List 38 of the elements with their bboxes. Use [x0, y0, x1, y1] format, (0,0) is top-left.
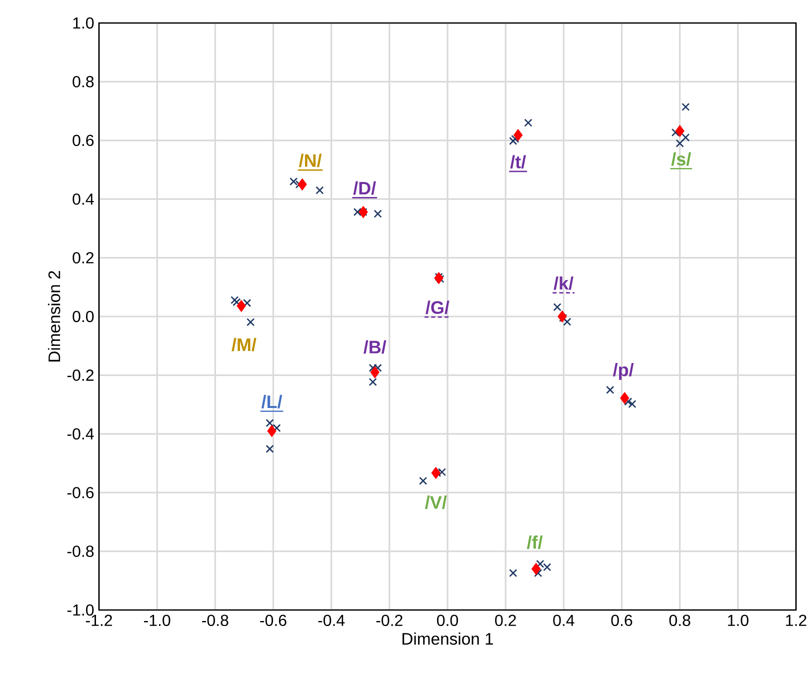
y-tick-label: 0.0	[72, 310, 94, 322]
annotation: /V/	[425, 496, 447, 509]
annotation: /G/	[426, 300, 450, 314]
x-tick-label: -0.6	[260, 614, 286, 626]
x-tick-label: -1.2	[86, 614, 112, 626]
y-tick-label: 1.0	[73, 17, 94, 29]
annotation: /k/	[554, 276, 574, 290]
y-axis-title: Dimension 2	[48, 271, 60, 362]
x-tick-label: -0.2	[376, 614, 402, 626]
annotation: /D/	[353, 181, 376, 195]
annotation: /t/	[510, 155, 526, 168]
y-tick-label: 0.8	[72, 76, 94, 88]
annotation: /B/	[364, 340, 386, 354]
annotation: /s/	[671, 152, 692, 166]
y-tick-label: -0.8	[67, 546, 94, 557]
x-tick-label: 1.2	[786, 614, 806, 626]
y-tick-label: -0.2	[67, 370, 94, 381]
x-tick-label: 0.8	[669, 614, 690, 626]
annotation: /f/	[526, 536, 543, 549]
x-tick-label: -0.4	[318, 614, 345, 626]
x-tick-label: -0.8	[202, 614, 228, 626]
annotation: /N/	[298, 154, 322, 168]
x-tick-label: 0.2	[495, 614, 516, 626]
y-tick-label: -0.4	[67, 428, 94, 440]
x-tick-label: 1.0	[728, 614, 748, 626]
y-tick-label: 0.6	[72, 134, 94, 146]
x-tick-label: -1.0	[144, 614, 170, 626]
x-tick-label: 0.4	[553, 614, 574, 626]
annotation: /L/	[261, 394, 282, 408]
annotation: /M/	[232, 338, 256, 352]
y-tick-label: 0.2	[72, 252, 94, 264]
annotation: /p/	[612, 363, 634, 380]
y-tick-label: -1.0	[67, 604, 94, 616]
x-tick-label: 0.0	[437, 614, 458, 626]
y-tick-label: 0.4	[72, 193, 94, 205]
x-tick-label: 0.6	[611, 614, 632, 626]
x-axis-title: Dimension 1	[402, 632, 493, 645]
y-tick-label: -0.6	[67, 486, 94, 498]
